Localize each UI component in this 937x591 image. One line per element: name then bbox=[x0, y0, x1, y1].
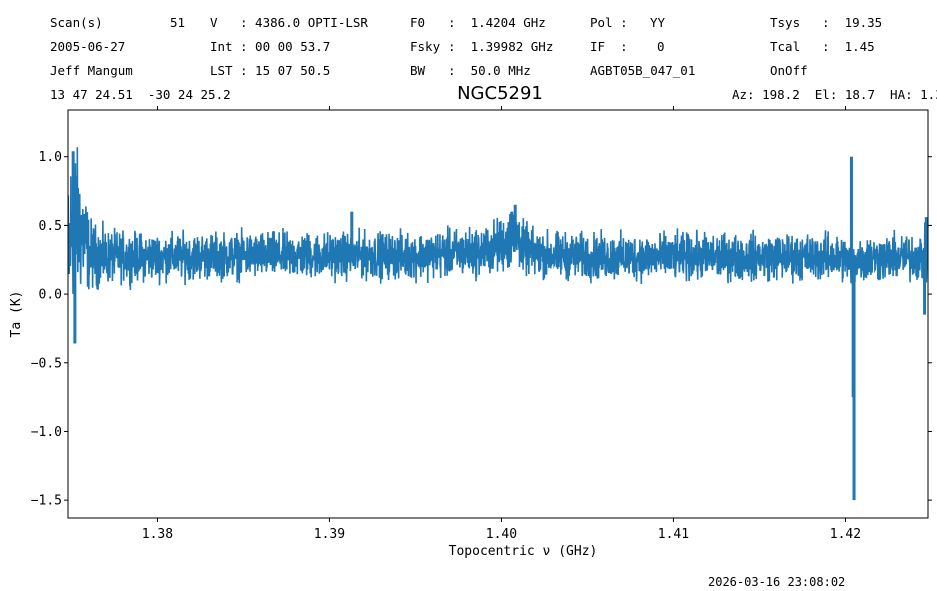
header-if-label: IF : bbox=[590, 39, 628, 54]
header-bw-label: BW bbox=[410, 63, 426, 78]
header-f0-value: : 1.4204 GHz bbox=[448, 15, 546, 30]
header-int-label: Int bbox=[210, 39, 233, 54]
x-axis-label: Topocentric ν (GHz) bbox=[449, 544, 598, 559]
header-if-value: 0 bbox=[657, 39, 665, 54]
header-bw-value: : 50.0 MHz bbox=[448, 63, 531, 78]
header-tcal-value: : 1.45 bbox=[822, 39, 875, 54]
x-tick-label: 1.41 bbox=[658, 527, 689, 542]
header-procedure: OnOff bbox=[770, 63, 808, 78]
header-azel: Az: 198.2 El: 18.7 HA: 1.3 bbox=[732, 87, 937, 102]
header-project: AGBT05B_047_01 bbox=[590, 63, 696, 78]
header-int-value: : 00 00 53.7 bbox=[240, 39, 331, 54]
y-tick-label: 0.0 bbox=[39, 288, 62, 303]
header-tcal-label: Tcal bbox=[770, 39, 801, 54]
y-tick-label: −0.5 bbox=[31, 356, 62, 371]
x-tick-label: 1.42 bbox=[830, 527, 861, 542]
plot-frame bbox=[67, 109, 929, 519]
x-tick-label: 1.38 bbox=[142, 527, 173, 542]
header-pol-label: Pol : bbox=[590, 15, 628, 30]
header-v-label: V bbox=[210, 15, 218, 30]
header-date: 2005-06-27 bbox=[50, 39, 126, 54]
y-tick-label: −1.0 bbox=[31, 425, 62, 440]
header-pol-value: YY bbox=[650, 15, 666, 30]
header-coords: 13 47 24.51 -30 24 25.2 bbox=[50, 87, 231, 102]
header-tsys-value: : 19.35 bbox=[822, 15, 883, 30]
header-lst-label: LST bbox=[210, 63, 233, 78]
x-tick-label: 1.39 bbox=[314, 527, 345, 542]
header-tsys-label: Tsys bbox=[770, 15, 801, 30]
header-fsky-label: Fsky bbox=[410, 39, 441, 54]
header-scan-label: Scan(s) bbox=[50, 15, 103, 30]
y-tick-label: 0.5 bbox=[39, 219, 62, 234]
header-observer: Jeff Mangum bbox=[50, 63, 133, 78]
header-fsky-value: : 1.39982 GHz bbox=[448, 39, 554, 54]
header-lst-value: : 15 07 50.5 bbox=[240, 63, 331, 78]
header-v-value: : 4386.0 OPTI-LSR bbox=[240, 15, 368, 30]
timestamp: 2026-03-16 23:08:02 bbox=[708, 575, 846, 589]
y-tick-label: 1.0 bbox=[39, 150, 62, 165]
chart-title: NGC5291 bbox=[457, 83, 543, 104]
y-axis-label: Ta (K) bbox=[9, 291, 24, 338]
spectrum-trace bbox=[68, 147, 928, 294]
header-scan-value: 51 bbox=[170, 15, 186, 30]
y-tick-label: −1.5 bbox=[31, 494, 62, 509]
x-tick-label: 1.40 bbox=[486, 527, 517, 542]
header-f0-label: F0 bbox=[410, 15, 426, 30]
